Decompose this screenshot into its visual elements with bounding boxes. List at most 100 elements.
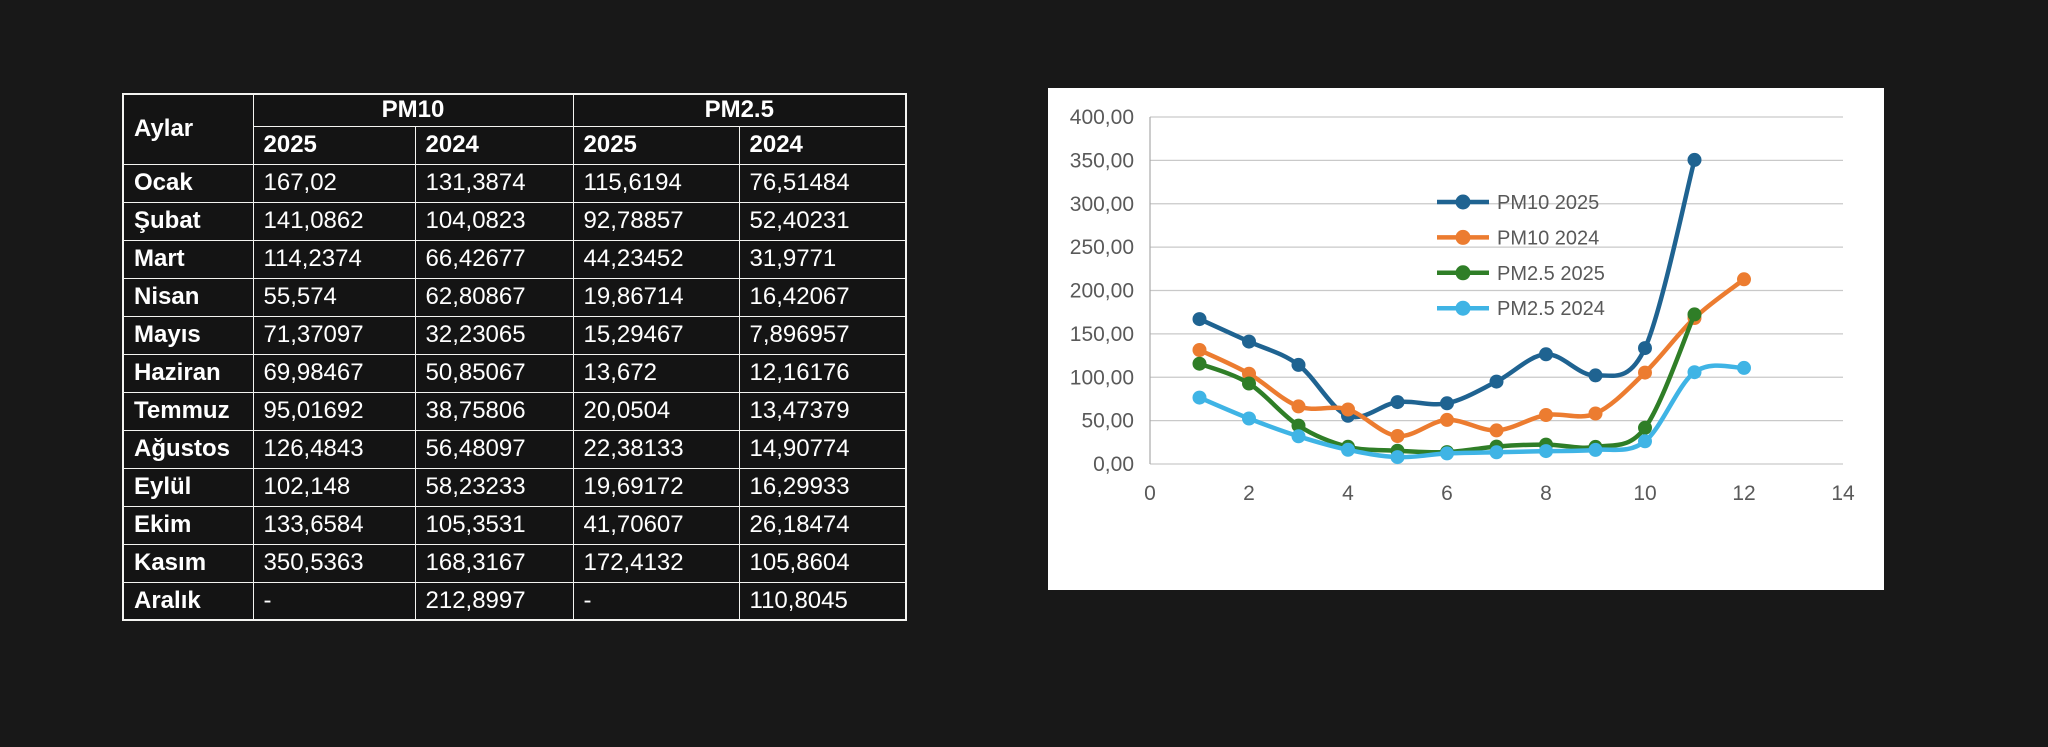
- x-axis-tick-label: 2: [1243, 482, 1255, 505]
- table-row: Nisan 55,574 62,80867 19,86714 16,42067: [122, 277, 907, 317]
- y-axis-tick-label: 350,00: [1070, 149, 1134, 172]
- data-point-pm10-2024: [1291, 399, 1306, 414]
- value-cell: -: [572, 581, 740, 621]
- legend-label-pm2-5-2025: PM2.5 2025: [1497, 263, 1605, 285]
- value-cell: 105,8604: [738, 543, 907, 583]
- month-cell: Şubat: [122, 201, 254, 241]
- data-point-pm10-2025: [1192, 312, 1207, 327]
- value-cell: 168,3167: [414, 543, 574, 583]
- data-point-pm2-5-2024: [1588, 442, 1603, 457]
- month-cell: Ağustos: [122, 429, 254, 469]
- value-cell: 32,23065: [414, 315, 574, 355]
- y-axis-tick-label: 150,00: [1070, 323, 1134, 346]
- value-cell: 212,8997: [414, 581, 574, 621]
- data-point-pm2-5-2024: [1687, 365, 1702, 380]
- value-cell: 19,86714: [572, 277, 740, 317]
- data-point-pm10-2025: [1588, 368, 1603, 383]
- data-point-pm2-5-2024: [1539, 444, 1553, 459]
- pm25-group-header: PM2.5: [572, 93, 907, 127]
- value-cell: 38,75806: [414, 391, 574, 431]
- table-group-header-row: Aylar PM10 PM2.5: [122, 93, 907, 165]
- data-point-pm2-5-2024: [1440, 446, 1454, 461]
- month-cell: Kasım: [122, 543, 254, 583]
- pm25-2025-header: 2025: [572, 125, 740, 165]
- value-cell: 55,574: [252, 277, 416, 317]
- legend-label-pm2-5-2024: PM2.5 2024: [1497, 298, 1605, 320]
- month-cell: Nisan: [122, 277, 254, 317]
- value-cell: 14,90774: [738, 429, 907, 469]
- months-column-header: Aylar: [122, 93, 254, 165]
- data-point-pm10-2024: [1440, 412, 1454, 427]
- value-cell: 126,4843: [252, 429, 416, 469]
- data-point-pm10-2024: [1192, 343, 1207, 357]
- legend-marker-pm10-2024: [1455, 229, 1471, 245]
- data-point-pm10-2025: [1242, 334, 1256, 349]
- table-row: Haziran 69,98467 50,85067 13,672 12,1617…: [122, 353, 907, 393]
- value-cell: 95,01692: [252, 391, 416, 431]
- chart-panel: 0,00 50,00 100,00 150,00 200,00 250,00 300,00 3…: [1048, 88, 1884, 590]
- value-cell: 172,4132: [572, 543, 740, 583]
- data-point-pm10-2024: [1737, 272, 1751, 287]
- value-cell: 31,9771: [738, 239, 907, 279]
- legend-label-pm10-2024: PM10 2024: [1497, 227, 1599, 249]
- data-point-pm2-5-2024: [1341, 442, 1355, 457]
- value-cell: 56,48097: [414, 429, 574, 469]
- value-cell: 102,148: [252, 467, 416, 507]
- x-axis-tick-label: 14: [1831, 482, 1855, 505]
- table-row: Mayıs 71,37097 32,23065 15,29467 7,89695…: [122, 315, 907, 355]
- month-cell: Mart: [122, 239, 254, 279]
- y-axis-tick-label: 200,00: [1070, 280, 1134, 303]
- pm10-group-header: PM10: [252, 93, 574, 127]
- data-point-pm2-5-2024: [1291, 429, 1306, 444]
- table-row: Mart 114,2374 66,42677 44,23452 31,9771: [122, 239, 907, 279]
- pm25-2024-header: 2024: [738, 125, 907, 165]
- x-axis-tick-label: 6: [1441, 482, 1453, 505]
- data-point-pm10-2024: [1588, 406, 1603, 421]
- data-point-pm10-2024: [1242, 366, 1256, 381]
- data-point-pm2-5-2024: [1390, 450, 1405, 465]
- month-cell: Ocak: [122, 163, 254, 203]
- value-cell: 141,0862: [252, 201, 416, 241]
- value-cell: 50,85067: [414, 353, 574, 393]
- value-cell: 13,47379: [738, 391, 907, 431]
- data-point-pm10-2025: [1687, 152, 1702, 167]
- data-point-pm10-2025: [1291, 357, 1306, 372]
- value-cell: 58,23233: [414, 467, 574, 507]
- month-cell: Ekim: [122, 505, 254, 545]
- value-cell: 7,896957: [738, 315, 907, 355]
- data-point-pm2-5-2024: [1638, 434, 1652, 449]
- legend-marker-pm10-2025: [1455, 194, 1471, 210]
- value-cell: 44,23452: [572, 239, 740, 279]
- series-line-pm2-5-2025: [1197, 312, 1697, 455]
- data-point-pm10-2024: [1638, 365, 1652, 380]
- value-cell: 16,29933: [738, 467, 907, 507]
- pm-data-table: Aylar PM10 PM2.5 2025 2024 2025 2024 Oca…: [122, 93, 908, 621]
- data-point-pm2-5-2024: [1737, 360, 1751, 375]
- table-row: Eylül 102,148 58,23233 19,69172 16,29933: [122, 467, 907, 507]
- y-axis-tick-label: 50,00: [1081, 410, 1134, 433]
- value-cell: 52,40231: [738, 201, 907, 241]
- value-cell: 115,6194: [572, 163, 740, 203]
- month-cell: Temmuz: [122, 391, 254, 431]
- data-point-pm2-5-2024: [1489, 445, 1504, 460]
- value-cell: 71,37097: [252, 315, 416, 355]
- value-cell: 104,0823: [414, 201, 574, 241]
- line-chart: 0,00 50,00 100,00 150,00 200,00 250,00 300,00 3…: [1070, 106, 1855, 505]
- value-cell: 22,38133: [572, 429, 740, 469]
- value-cell: 12,16176: [738, 353, 907, 393]
- data-point-pm10-2024: [1341, 402, 1355, 417]
- x-axis-tick-label: 8: [1540, 482, 1552, 505]
- x-axis-tick-label: 12: [1732, 482, 1755, 505]
- data-point-pm10-2024: [1539, 408, 1553, 422]
- x-axis-tick-label: 0: [1144, 482, 1156, 505]
- legend-label-pm10-2025: PM10 2025: [1497, 192, 1599, 214]
- table-row: Ekim 133,6584 105,3531 41,70607 26,18474: [122, 505, 907, 545]
- value-cell: -: [252, 581, 416, 621]
- data-point-pm10-2025: [1539, 347, 1553, 362]
- table-row: Aralık - 212,8997 - 110,8045: [122, 581, 907, 621]
- value-cell: 133,6584: [252, 505, 416, 545]
- value-cell: 66,42677: [414, 239, 574, 279]
- month-cell: Eylül: [122, 467, 254, 507]
- value-cell: 69,98467: [252, 353, 416, 393]
